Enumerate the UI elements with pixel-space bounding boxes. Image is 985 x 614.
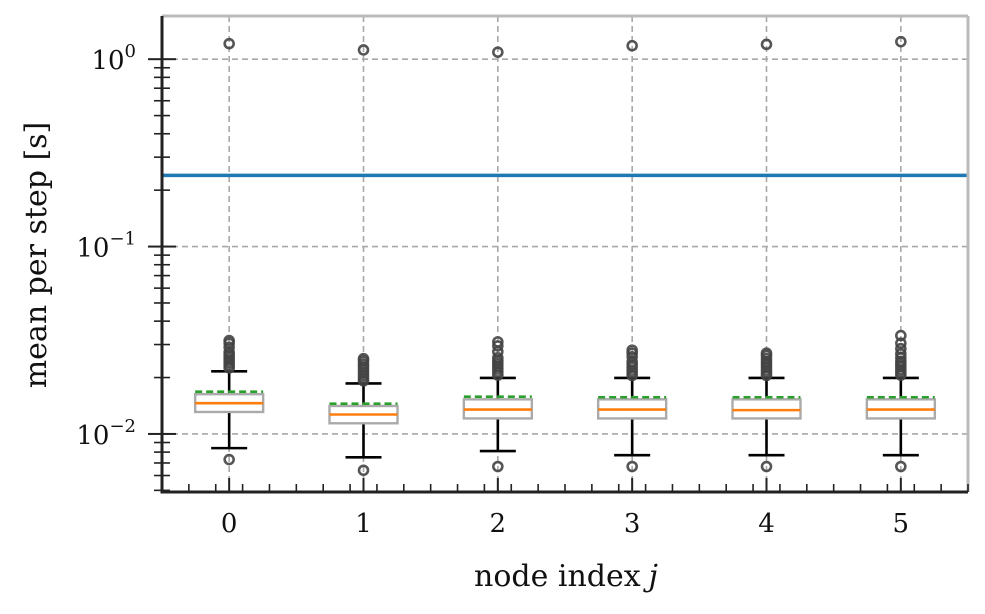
y-tick-label: 10−2 [76,416,136,451]
y-tick-label: 10−1 [76,229,136,264]
outlier-point [895,35,907,48]
grid-lines [162,16,968,492]
outlier-point [223,37,235,50]
box-group-4 [731,38,802,473]
y-tick-base: 10 [76,234,109,264]
outlier-point [895,329,907,342]
outlier-point [223,341,235,354]
y-tick-exponent: 0 [125,41,136,62]
x-tick-label: 5 [893,509,910,539]
outlier-point [895,342,907,355]
outlier-point [895,347,907,360]
outlier-point [223,453,235,466]
outlier-point [626,344,638,356]
outlier-point [760,347,773,359]
x-tick-label: 1 [355,509,372,539]
outlier-point [357,44,370,56]
y-tick-base: 10 [76,421,109,451]
outlier-point [492,46,504,58]
y-tick-base: 10 [91,46,124,76]
outlier-point [626,460,638,473]
outlier-point [895,337,907,349]
outlier-point [357,352,370,365]
y-tick-exponent: −2 [109,416,136,437]
outlier-point [626,351,638,363]
outlier-point [492,460,504,473]
x-tick-label: 4 [758,509,775,539]
outlier-point [492,351,504,364]
x-tick-label: 3 [624,509,641,539]
x-axis-label-text: node index [474,559,641,594]
x-axis-label: node index j [474,559,658,594]
box-group-0 [193,37,265,466]
axes-spines [160,14,970,494]
outlier-point [760,460,773,473]
x-axis-label-variable: j [643,559,658,594]
box-group-5 [865,35,937,473]
y-tick-label: 100 [91,41,136,76]
boxes-layer [193,35,937,477]
box-group-3 [596,39,668,473]
outlier-point [223,334,235,347]
x-tick-label: 0 [221,509,238,539]
y-tick-exponent: −1 [109,229,136,250]
outlier-point [626,39,638,52]
outlier-point [492,340,504,352]
box-group-2 [462,46,534,473]
x-tick-label: 2 [490,509,507,539]
box-group-1 [328,44,399,477]
outlier-point [357,464,370,477]
y-axis-label: mean per step [s] [19,122,54,389]
outlier-point [492,336,504,348]
outlier-point [895,460,907,473]
outlier-point [760,38,773,51]
